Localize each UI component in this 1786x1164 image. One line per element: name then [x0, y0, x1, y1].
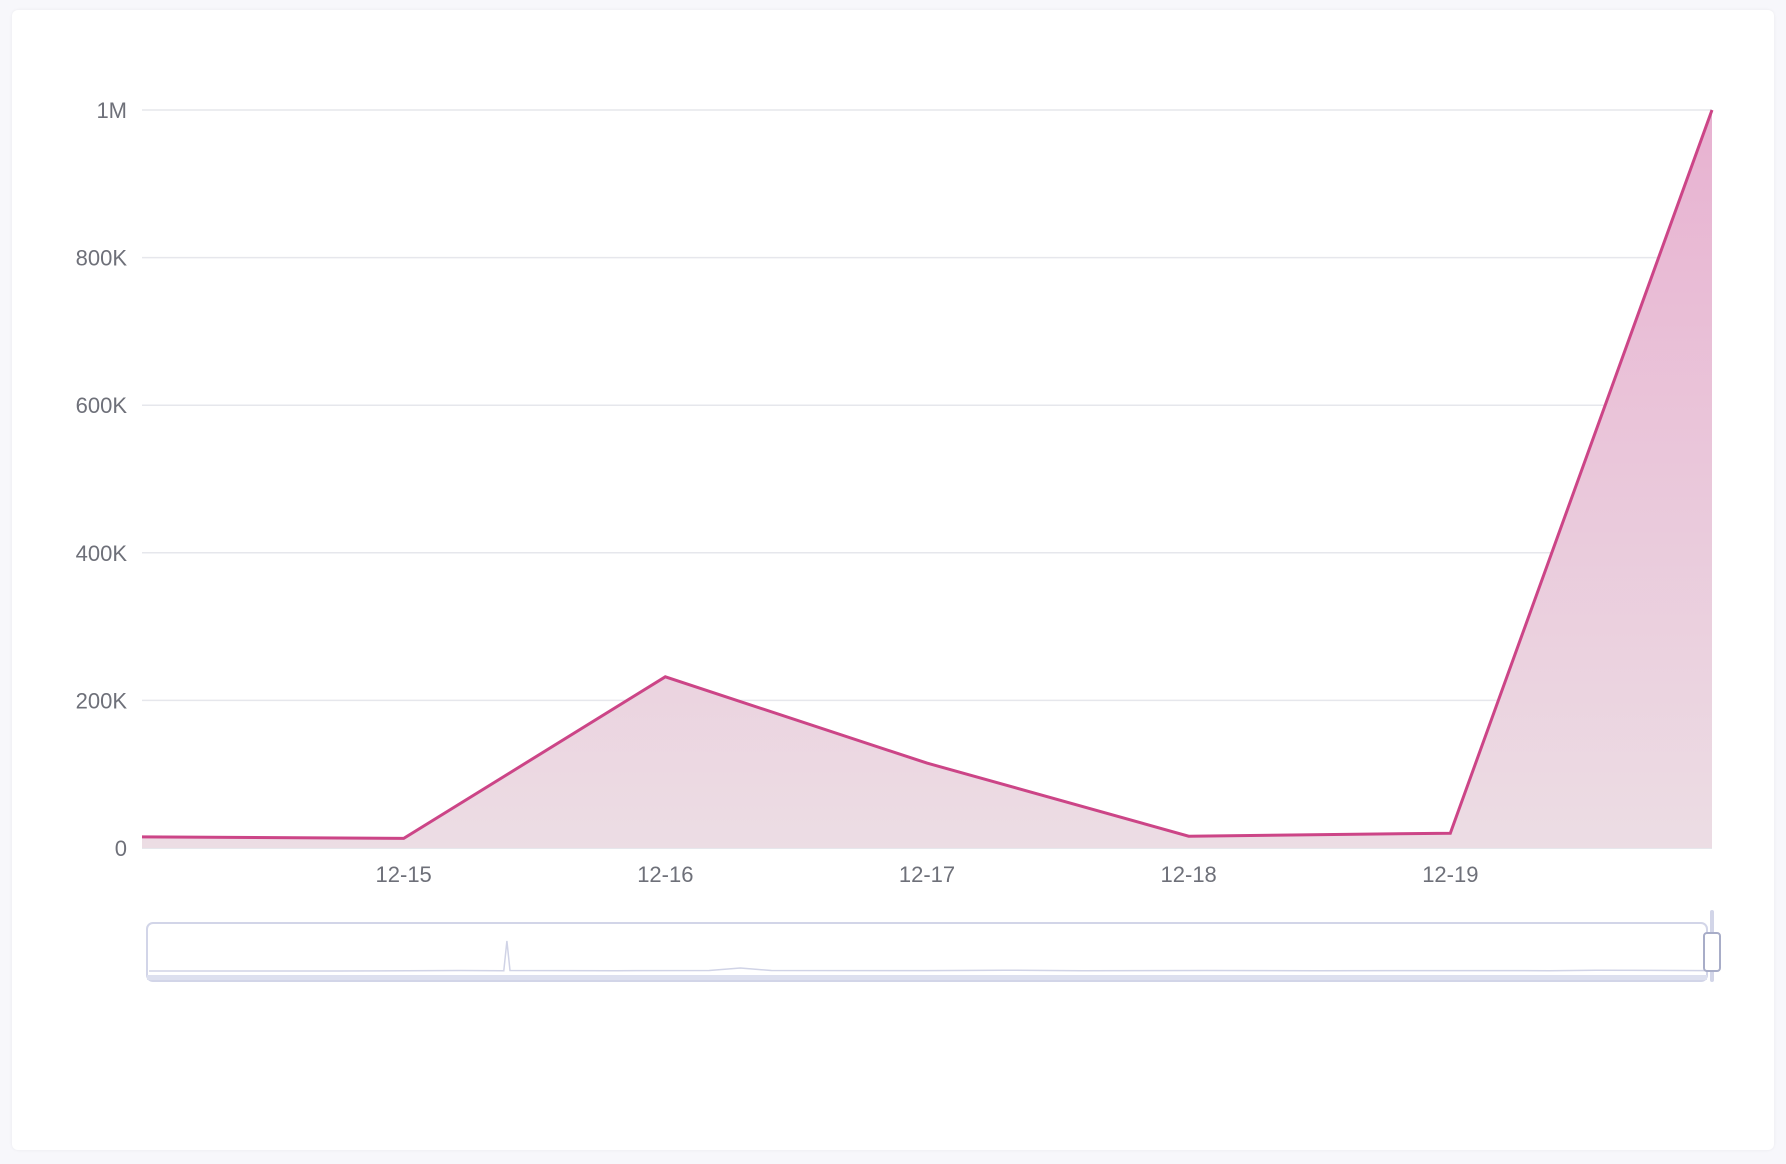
series-area [142, 110, 1712, 848]
y-tick-label: 0 [115, 836, 127, 861]
area-chart: 0 200K 400K 600K 800K 1M 12-15 12-16 12-17 12-18… [76, 98, 1721, 982]
chart-card: 0 200K 400K 600K 800K 1M 12-15 12-16 12-17 12-18… [12, 10, 1774, 1150]
y-tick-label: 400K [76, 541, 128, 566]
y-axis-tick-labels: 0 200K 400K 600K 800K 1M [76, 98, 128, 861]
x-axis-tick-labels: 12-15 12-16 12-17 12-18 12-19 [376, 862, 1479, 887]
zoom-slider-preview-line [149, 940, 1706, 972]
zoom-slider-bottom-bar [147, 975, 1707, 980]
grid-lines [142, 109, 1712, 849]
y-tick-label: 1M [96, 98, 127, 123]
x-tick-label: 12-17 [899, 862, 955, 887]
y-tick-label: 600K [76, 393, 128, 418]
x-tick-label: 12-19 [1422, 862, 1478, 887]
x-tick-label: 12-15 [376, 862, 432, 887]
zoom-slider-right-handle[interactable] [1703, 932, 1721, 972]
zoom-slider-track[interactable] [146, 922, 1708, 982]
x-tick-label: 12-18 [1161, 862, 1217, 887]
y-tick-label: 200K [76, 688, 128, 713]
zoom-slider[interactable] [146, 910, 1721, 982]
x-tick-label: 12-16 [637, 862, 693, 887]
series-line [141, 109, 1714, 840]
y-tick-label: 800K [76, 246, 128, 271]
